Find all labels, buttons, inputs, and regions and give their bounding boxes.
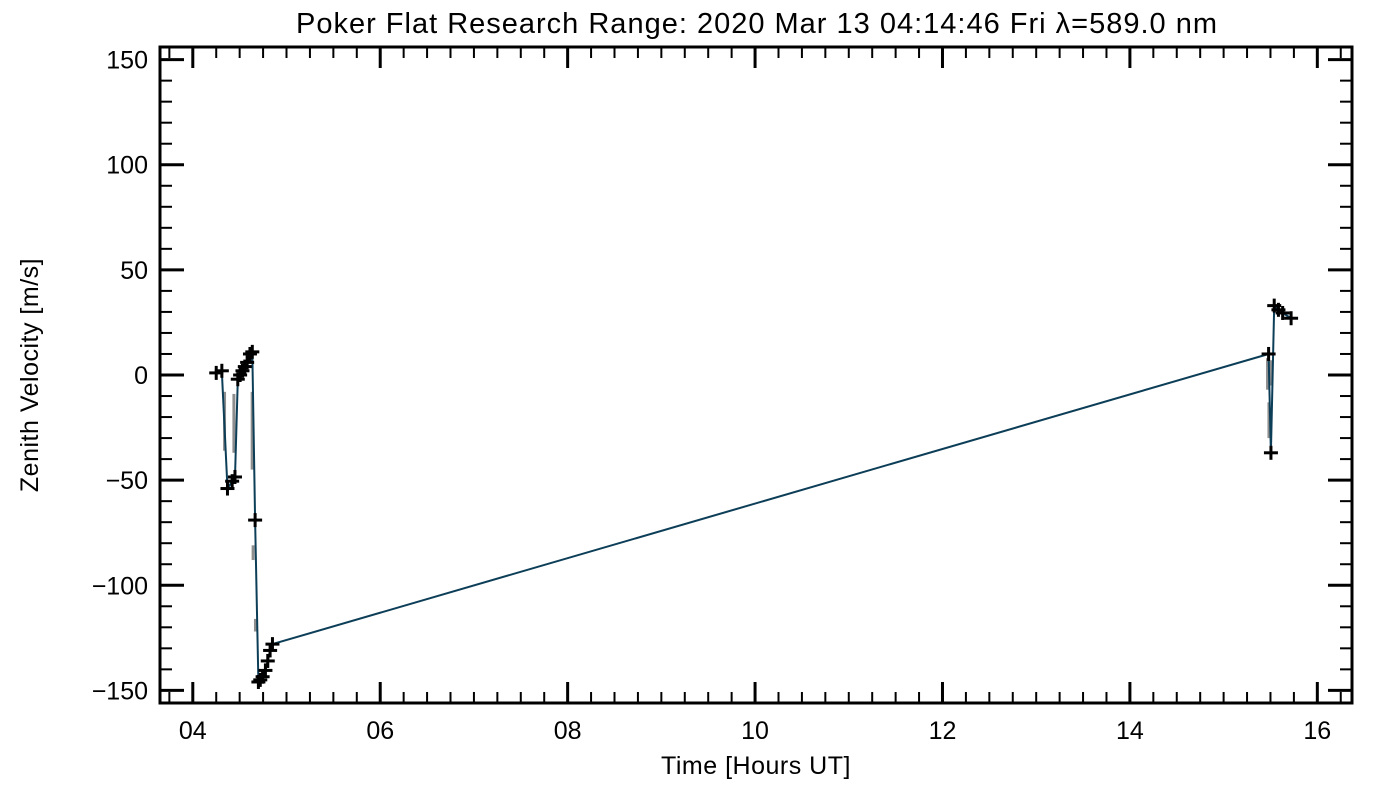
y-tick-label: −50: [106, 467, 148, 495]
plot-frame: [158, 45, 1354, 705]
y-tick-label: 150: [106, 47, 148, 75]
y-tick-label: 100: [106, 152, 148, 180]
x-tick-label: 12: [929, 717, 957, 745]
x-tick-label: 04: [179, 717, 207, 745]
x-tick-label: 14: [1116, 717, 1144, 745]
axes-frame: 04 06 08 10 12 14 16 −150 −100 −50 0 50 100 150: [92, 45, 1354, 745]
x-tick-label: 10: [741, 717, 769, 745]
series-line: [215, 303, 1292, 685]
x-tick-label: 08: [554, 717, 582, 745]
x-tick-label: 06: [366, 717, 394, 745]
x-tick-label: 16: [1303, 717, 1331, 745]
chart-title: Poker Flat Research Range: 2020 Mar 13 0…: [296, 8, 1218, 40]
y-axis-label: Zenith Velocity [m/s]: [16, 258, 44, 492]
data-series: [209, 298, 1299, 689]
y-tick-label: −150: [92, 677, 148, 705]
x-axis-label: Time [Hours UT]: [661, 752, 851, 780]
y-tick-label: −100: [92, 572, 148, 600]
y-tick-label: 50: [120, 257, 148, 285]
y-tick-label: 0: [134, 362, 148, 390]
